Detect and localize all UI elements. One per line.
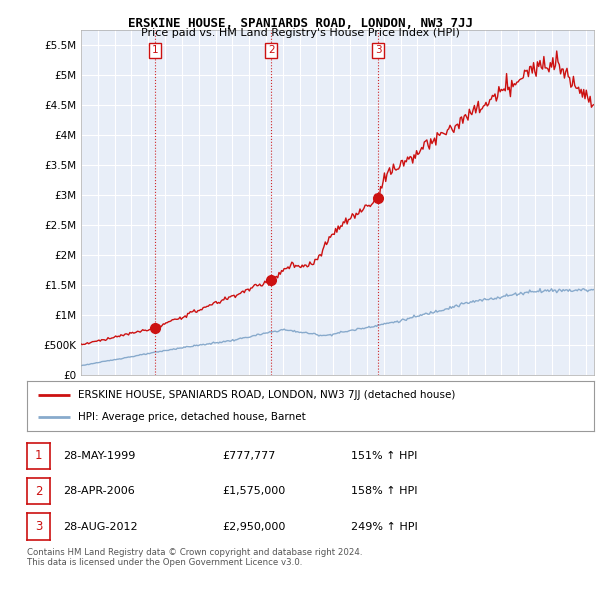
Text: ERSKINE HOUSE, SPANIARDS ROAD, LONDON, NW3 7JJ (detached house): ERSKINE HOUSE, SPANIARDS ROAD, LONDON, N… <box>78 389 455 399</box>
Text: 28-MAY-1999: 28-MAY-1999 <box>63 451 136 461</box>
Text: 3: 3 <box>375 45 382 55</box>
Text: 2: 2 <box>268 45 275 55</box>
Text: 28-AUG-2012: 28-AUG-2012 <box>63 522 137 532</box>
Text: HPI: Average price, detached house, Barnet: HPI: Average price, detached house, Barn… <box>78 412 306 422</box>
Text: 1: 1 <box>152 45 158 55</box>
Text: £777,777: £777,777 <box>222 451 275 461</box>
Text: 28-APR-2006: 28-APR-2006 <box>63 486 135 496</box>
Text: Price paid vs. HM Land Registry's House Price Index (HPI): Price paid vs. HM Land Registry's House … <box>140 28 460 38</box>
Text: 249% ↑ HPI: 249% ↑ HPI <box>351 522 418 532</box>
Text: ERSKINE HOUSE, SPANIARDS ROAD, LONDON, NW3 7JJ: ERSKINE HOUSE, SPANIARDS ROAD, LONDON, N… <box>128 17 473 30</box>
Text: £1,575,000: £1,575,000 <box>222 486 285 496</box>
Text: £2,950,000: £2,950,000 <box>222 522 286 532</box>
Text: 158% ↑ HPI: 158% ↑ HPI <box>351 486 418 496</box>
Text: Contains HM Land Registry data © Crown copyright and database right 2024.
This d: Contains HM Land Registry data © Crown c… <box>27 548 362 567</box>
Text: 1: 1 <box>35 449 42 463</box>
Text: 151% ↑ HPI: 151% ↑ HPI <box>351 451 418 461</box>
Text: 2: 2 <box>35 484 42 498</box>
Text: 3: 3 <box>35 520 42 533</box>
